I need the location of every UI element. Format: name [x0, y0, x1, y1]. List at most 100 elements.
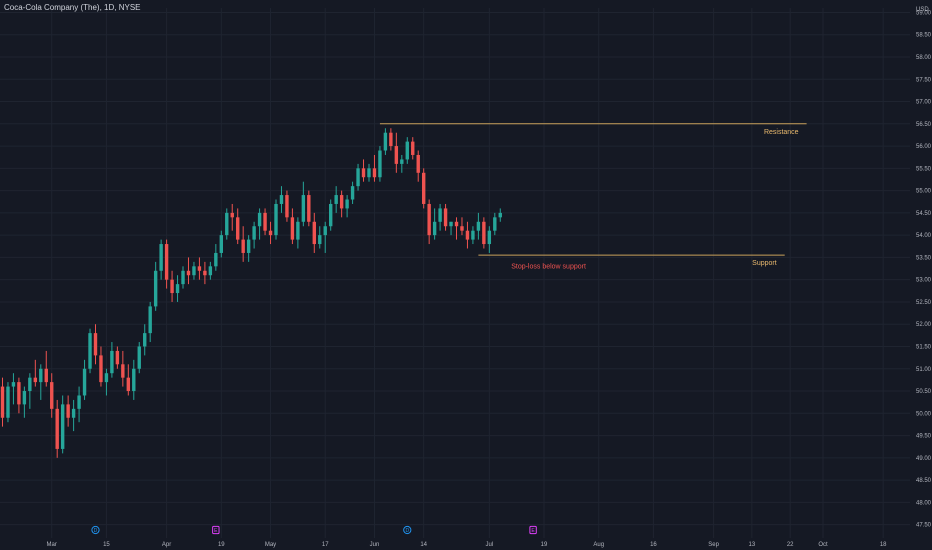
candle-body[interactable]: [33, 377, 38, 383]
candle[interactable]: [33, 359, 38, 387]
candle-body[interactable]: [257, 212, 262, 227]
candle[interactable]: [367, 163, 371, 182]
candle-body[interactable]: [0, 386, 5, 418]
candle-body[interactable]: [121, 364, 125, 378]
candle-body[interactable]: [39, 368, 43, 383]
candle-body[interactable]: [421, 172, 426, 204]
price-axis[interactable]: 47.50 48.00 48.50 49.00 49.50 50.00 50.50 51.00…: [916, 7, 932, 529]
candle-body[interactable]: [225, 212, 229, 236]
candle[interactable]: [279, 186, 284, 213]
candle-body[interactable]: [394, 146, 399, 164]
candle[interactable]: [39, 364, 43, 400]
candle[interactable]: [192, 261, 196, 280]
earnings-marker-icon[interactable]: [212, 525, 220, 535]
candle-body[interactable]: [22, 391, 27, 405]
candle[interactable]: [197, 257, 202, 280]
candle[interactable]: [323, 221, 327, 253]
candle-body[interactable]: [350, 186, 355, 200]
candle-body[interactable]: [88, 333, 92, 369]
candle-body[interactable]: [356, 168, 360, 187]
candle[interactable]: [115, 346, 120, 369]
candle[interactable]: [427, 199, 431, 245]
candle[interactable]: [44, 350, 48, 387]
candle[interactable]: [175, 275, 180, 302]
candle-body[interactable]: [219, 235, 223, 253]
candle-body[interactable]: [170, 279, 174, 294]
candle[interactable]: [345, 195, 349, 218]
candle-body[interactable]: [197, 266, 202, 271]
candle-body[interactable]: [110, 350, 114, 374]
candle-body[interactable]: [164, 244, 169, 280]
candle-body[interactable]: [230, 212, 234, 218]
candle[interactable]: [50, 373, 54, 418]
candle-body[interactable]: [318, 235, 322, 245]
candle-body[interactable]: [246, 239, 251, 253]
candle[interactable]: [482, 217, 486, 249]
candle-body[interactable]: [208, 266, 213, 276]
dividend-marker-icon[interactable]: [91, 525, 100, 535]
candle-body[interactable]: [252, 226, 256, 240]
candle[interactable]: [443, 203, 448, 231]
candle-body[interactable]: [175, 284, 180, 294]
candle-body[interactable]: [345, 199, 349, 209]
candle-body[interactable]: [115, 350, 120, 365]
candle[interactable]: [383, 128, 388, 155]
candle[interactable]: [137, 342, 141, 374]
candle[interactable]: [411, 137, 415, 160]
candle[interactable]: [82, 359, 87, 400]
candle[interactable]: [77, 386, 81, 423]
candle-body[interactable]: [93, 333, 98, 356]
candle[interactable]: [17, 377, 21, 414]
candle[interactable]: [290, 208, 295, 245]
candle-body[interactable]: [159, 244, 163, 271]
candle[interactable]: [301, 181, 306, 227]
candle-body[interactable]: [465, 230, 470, 240]
candle[interactable]: [60, 395, 65, 454]
candle[interactable]: [389, 128, 393, 151]
candle[interactable]: [438, 203, 442, 231]
candle-body[interactable]: [438, 208, 442, 222]
candle-body[interactable]: [454, 221, 459, 227]
candle-body[interactable]: [148, 306, 152, 334]
candle-body[interactable]: [263, 212, 267, 231]
candle-body[interactable]: [50, 382, 54, 409]
candle[interactable]: [246, 235, 251, 262]
candle[interactable]: [126, 364, 131, 396]
candle[interactable]: [432, 208, 437, 240]
earnings-marker-icon[interactable]: [529, 525, 537, 535]
candle[interactable]: [416, 150, 420, 182]
candle[interactable]: [143, 324, 147, 356]
candle[interactable]: [28, 373, 32, 409]
candle-body[interactable]: [389, 132, 393, 147]
candle-body[interactable]: [274, 203, 278, 236]
candle-body[interactable]: [268, 230, 273, 236]
candle[interactable]: [400, 154, 404, 173]
candle[interactable]: [372, 154, 377, 182]
candle[interactable]: [99, 346, 103, 387]
candle-body[interactable]: [323, 226, 327, 236]
candle[interactable]: [170, 270, 174, 302]
candle[interactable]: [93, 324, 98, 365]
candle-body[interactable]: [476, 221, 481, 231]
candle[interactable]: [159, 239, 163, 280]
candle[interactable]: [312, 212, 316, 253]
candle[interactable]: [318, 226, 322, 249]
candle-body[interactable]: [6, 386, 10, 418]
candle[interactable]: [230, 203, 234, 231]
candle[interactable]: [493, 212, 497, 236]
candle-body[interactable]: [383, 132, 388, 151]
candle-body[interactable]: [132, 368, 136, 392]
candle-body[interactable]: [416, 154, 420, 173]
candle-body[interactable]: [192, 266, 196, 276]
candle[interactable]: [22, 386, 27, 418]
candle-body[interactable]: [137, 346, 141, 369]
candle-body[interactable]: [241, 239, 245, 253]
candle-body[interactable]: [290, 217, 295, 240]
candle[interactable]: [339, 190, 344, 218]
candle[interactable]: [71, 399, 76, 432]
candle[interactable]: [378, 146, 382, 182]
candle-body[interactable]: [339, 195, 344, 209]
candle[interactable]: [208, 261, 213, 280]
candle[interactable]: [241, 226, 245, 262]
